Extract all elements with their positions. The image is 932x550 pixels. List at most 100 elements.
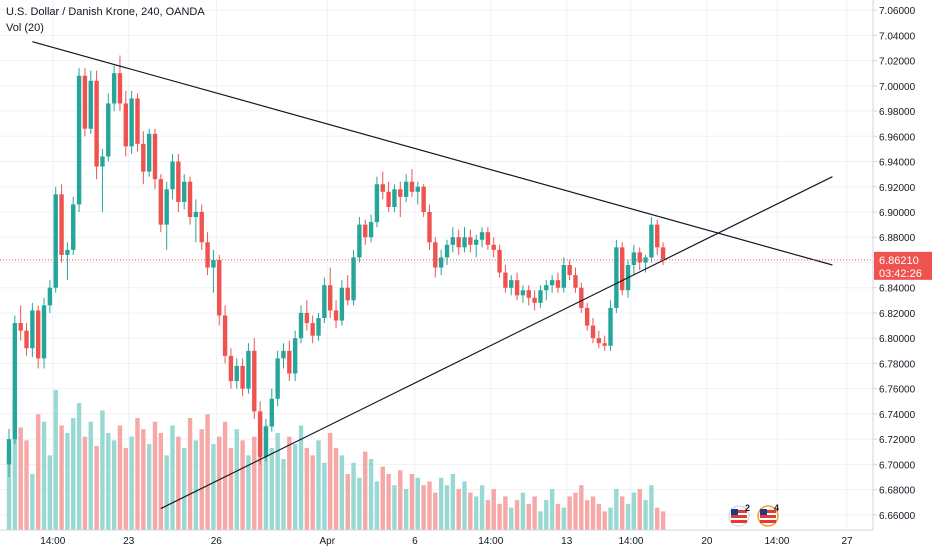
volume-bar [415, 477, 420, 530]
volume-bar [392, 485, 397, 530]
price-tag-value: 6.86210 [879, 255, 919, 267]
candle-body [217, 259, 222, 316]
candle-body [392, 189, 397, 207]
volume-bar [579, 485, 584, 530]
volume-bar [304, 447, 310, 530]
candle-body [141, 143, 146, 172]
candle-body [345, 287, 350, 301]
flag-stripe [760, 510, 776, 513]
candle-body [36, 310, 41, 359]
event-count: 2 [745, 503, 750, 513]
volume-bar [287, 436, 292, 530]
volume-bar [526, 503, 531, 530]
candle-body [660, 247, 666, 260]
volume-indicator-label[interactable]: Vol (20) [6, 22, 44, 34]
descending-trendline [32, 41, 833, 266]
volume-bar [409, 474, 415, 530]
candle-body [47, 287, 53, 306]
candle-body [117, 73, 123, 104]
flag-stripe [731, 515, 747, 518]
candle-body [322, 285, 327, 318]
volume-bar [123, 447, 128, 530]
candle-body [421, 186, 426, 212]
volume-bar [462, 481, 467, 530]
candle-body [240, 365, 245, 389]
price-tag-countdown: 03:42:26 [879, 268, 922, 280]
y-tick-label: 6.88000 [879, 233, 916, 244]
candle-body [111, 73, 117, 104]
y-tick-label: 6.68000 [879, 486, 916, 497]
candle-body [415, 186, 420, 192]
candle-body [368, 222, 374, 238]
candle-body [485, 232, 491, 245]
candle-body [65, 249, 70, 255]
volume-bar [474, 496, 479, 530]
y-tick-label: 6.84000 [879, 284, 916, 295]
volume-bar [30, 474, 35, 530]
volume-bar [549, 488, 555, 530]
candle-body [584, 307, 590, 326]
volume-bars [6, 390, 666, 530]
candle-body [579, 287, 584, 308]
volume-bar [398, 470, 403, 530]
candle-body [403, 181, 409, 197]
volume-bar [152, 421, 158, 530]
volume-bar [590, 496, 596, 530]
candle-body [637, 252, 642, 263]
volume-bar [631, 492, 637, 530]
volume-bar [561, 507, 566, 530]
volume-bar [655, 507, 660, 530]
time-axis[interactable]: 14:00 23 26 Apr 6 14:00 13 14:00 20 14:00 27 [40, 536, 853, 547]
volume-bar [36, 414, 41, 530]
x-tick-label: 14:00 [40, 536, 65, 547]
candle-body [281, 350, 286, 359]
volume-bar [53, 390, 58, 530]
flag-stripe [760, 520, 776, 523]
trendlines[interactable] [32, 41, 833, 510]
candle-body [257, 411, 263, 457]
candle-body [152, 133, 158, 180]
y-tick-label: 6.92000 [879, 183, 916, 194]
volume-bar [170, 425, 175, 530]
volume-bar [111, 440, 117, 530]
volume-bar [263, 425, 269, 530]
volume-bar [94, 446, 99, 530]
candlesticks [6, 55, 666, 477]
volume-bar [444, 485, 450, 530]
candle-body [520, 290, 526, 296]
flag-stripe [760, 515, 776, 518]
volume-bar [316, 440, 321, 530]
event-badge-us-1[interactable]: 2 [728, 503, 750, 527]
volume-bar [298, 425, 304, 530]
candle-body [433, 242, 438, 268]
candle-body [199, 212, 204, 243]
volume-bar [257, 414, 263, 530]
symbol-title[interactable]: U.S. Dollar / Danish Krone, 240, OANDA [6, 6, 205, 18]
volume-bar [660, 511, 666, 530]
volume-bar [6, 451, 12, 530]
volume-bar [386, 474, 391, 530]
volume-bar [573, 492, 578, 530]
y-tick-label: 6.96000 [879, 132, 916, 143]
x-tick-label: 6 [412, 536, 418, 547]
candle-body [263, 426, 269, 457]
volume-bar [158, 432, 164, 530]
volume-bar [199, 429, 204, 530]
candle-body [544, 285, 549, 291]
candle-body [468, 237, 473, 245]
volume-bar [608, 507, 613, 530]
event-badge-us-2[interactable]: 4 [757, 503, 779, 527]
price-axis[interactable]: 7.06000 7.04000 7.02000 7.00000 6.98000 6.960… [873, 6, 916, 522]
candle-body [514, 280, 520, 296]
volume-bar [240, 440, 245, 530]
volume-bar [485, 500, 491, 530]
candle-body [374, 184, 380, 223]
volume-bar [211, 444, 216, 530]
volume-bar [47, 455, 53, 530]
candle-body [94, 80, 99, 167]
candle-body [549, 280, 555, 286]
candle-body [205, 242, 210, 268]
candle-body [234, 365, 239, 382]
candle-body [71, 204, 76, 250]
